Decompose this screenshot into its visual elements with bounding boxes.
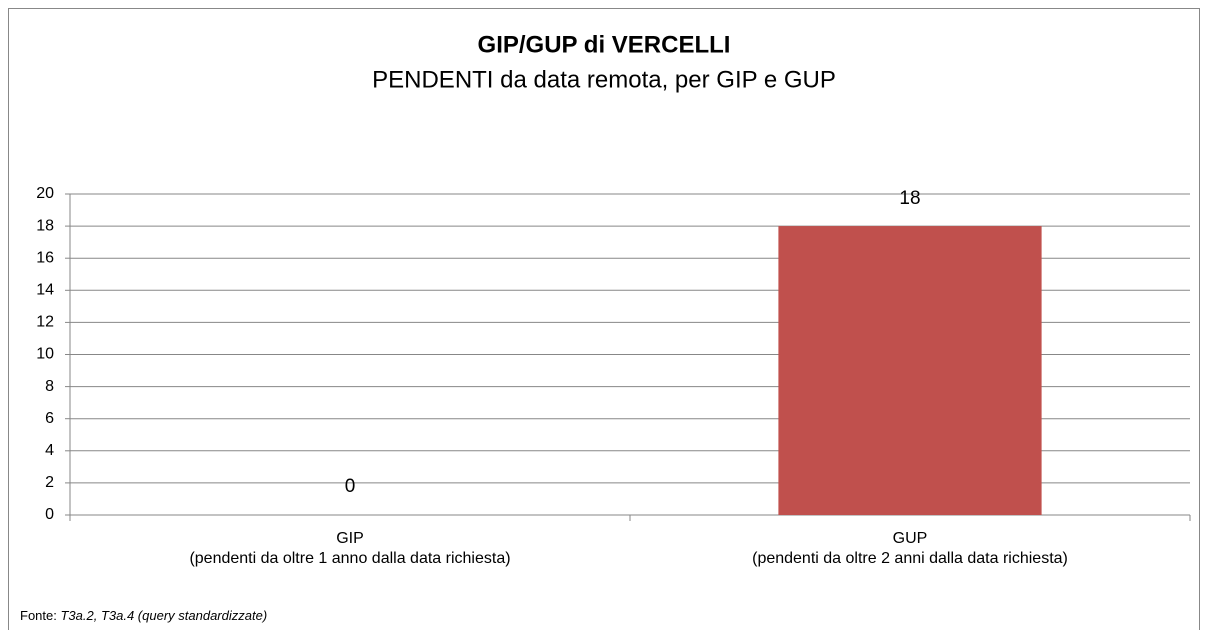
x-tick-label: (pendenti da oltre 2 anni dalla data ric… — [752, 550, 1068, 567]
y-tick-label: 14 — [36, 282, 54, 299]
y-tick-label: 4 — [45, 442, 54, 459]
y-tick-label: 6 — [45, 410, 54, 427]
chart-subtitle: PENDENTI da data remota, per GIP e GUP — [372, 66, 836, 93]
source-text: T3a.2, T3a.4 (query standardizzate) — [60, 608, 267, 623]
y-tick-label: 10 — [36, 346, 54, 363]
source-note: Fonte: T3a.2, T3a.4 (query standardizzat… — [20, 608, 267, 623]
x-tick-label: GIP — [336, 530, 364, 547]
y-tick-label: 8 — [45, 378, 54, 395]
data-label: 18 — [899, 188, 920, 209]
source-label: Fonte: — [20, 608, 57, 623]
y-tick-label: 0 — [45, 506, 54, 523]
y-tick-label: 12 — [36, 314, 54, 331]
y-tick-label: 2 — [45, 474, 54, 491]
bar — [778, 226, 1042, 515]
chart-title: GIP/GUP di VERCELLI — [478, 31, 731, 58]
y-tick-label: 16 — [36, 249, 54, 266]
x-tick-label: GUP — [893, 530, 928, 547]
y-tick-label: 18 — [36, 217, 54, 234]
data-label: 0 — [345, 476, 356, 497]
x-tick-label: (pendenti da oltre 1 anno dalla data ric… — [189, 550, 510, 567]
y-tick-label: 20 — [36, 185, 54, 202]
